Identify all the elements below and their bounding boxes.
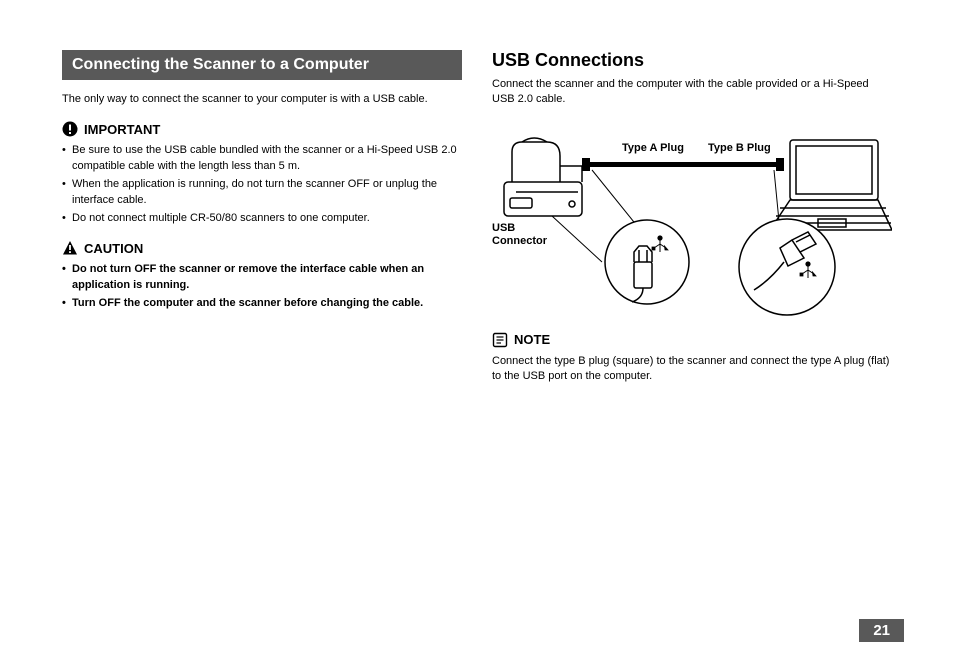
caution-item: Turn OFF the computer and the scanner be… [62, 296, 462, 311]
note-heading: NOTE [492, 332, 892, 348]
caution-heading: CAUTION [62, 240, 462, 256]
type-a-plug-label: Type A Plug [622, 142, 684, 155]
important-item: When the application is running, do not … [62, 177, 462, 208]
right-intro: Connect the scanner and the computer wit… [492, 77, 892, 108]
usb-connections-title: USB Connections [492, 50, 892, 71]
usb-connector-label: USB Connector [492, 222, 547, 248]
page-columns: Connecting the Scanner to a Computer The… [62, 50, 904, 385]
right-column: USB Connections Connect the scanner and … [492, 50, 892, 385]
note-icon [492, 332, 508, 348]
laptop-icon [770, 140, 892, 230]
scanner-icon [504, 138, 582, 216]
important-item: Be sure to use the USB cable bundled wit… [62, 143, 462, 174]
note-text: Connect the type B plug (square) to the … [492, 354, 892, 385]
caution-list: Do not turn OFF the scanner or remove th… [62, 262, 462, 311]
section-header-connecting: Connecting the Scanner to a Computer [62, 50, 462, 80]
caution-icon [62, 240, 78, 256]
type-b-plug-label: Type B Plug [708, 142, 771, 155]
important-icon [62, 121, 78, 137]
left-column: Connecting the Scanner to a Computer The… [62, 50, 462, 385]
important-item: Do not connect multiple CR-50/80 scanner… [62, 211, 462, 226]
important-list: Be sure to use the USB cable bundled wit… [62, 143, 462, 226]
cable-icon [582, 158, 784, 171]
usb-diagram: Type A Plug Type B Plug USB Connector [492, 122, 892, 322]
caution-label: CAUTION [84, 241, 143, 256]
page-number: 21 [859, 619, 904, 642]
left-intro: The only way to connect the scanner to y… [62, 92, 462, 107]
important-label: IMPORTANT [84, 122, 160, 137]
caution-item: Do not turn OFF the scanner or remove th… [62, 262, 462, 293]
type-a-zoom-icon [739, 219, 835, 315]
note-label: NOTE [514, 332, 550, 347]
type-b-zoom-icon [605, 220, 689, 304]
important-heading: IMPORTANT [62, 121, 462, 137]
